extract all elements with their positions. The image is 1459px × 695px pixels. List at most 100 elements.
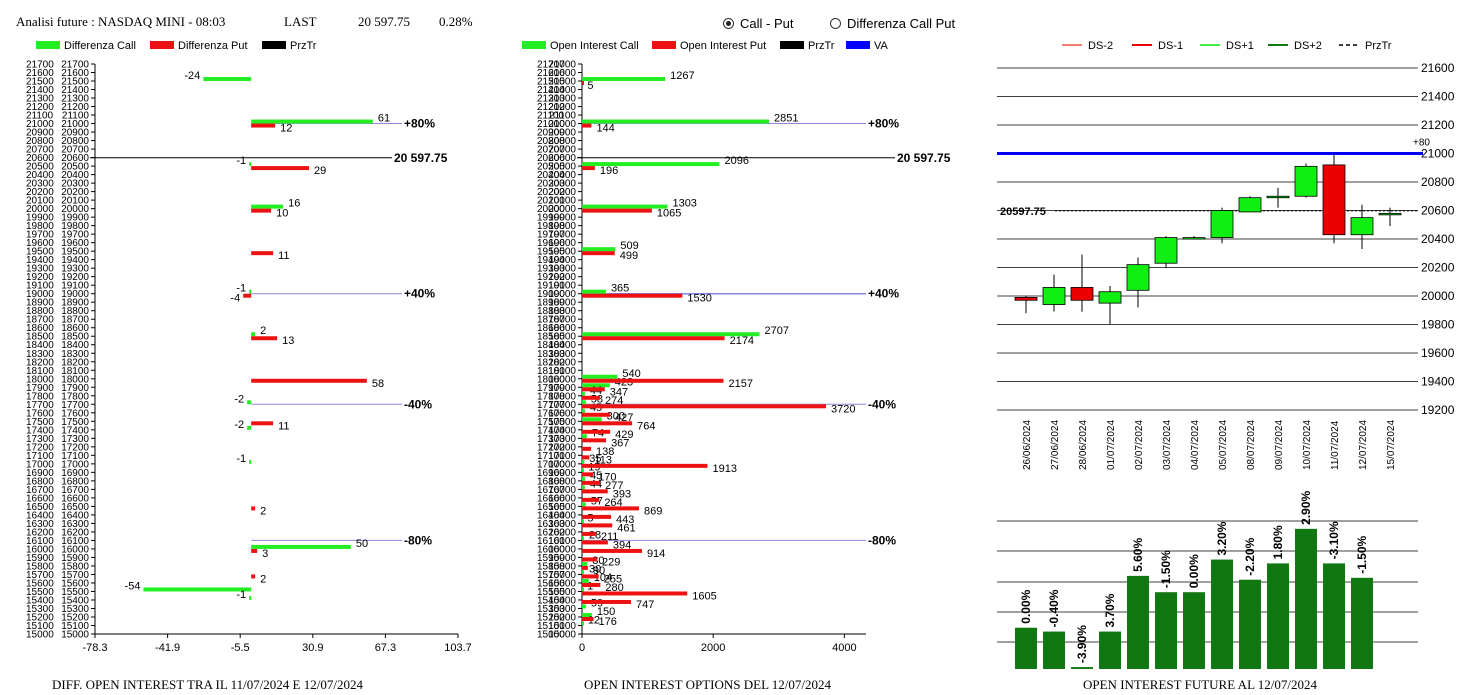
- chart2-y-tick-label: 16800: [548, 476, 576, 487]
- chart2-put-bar: [582, 378, 724, 383]
- chart1-put-label: 10: [276, 208, 288, 220]
- chart2-y-outer-label: 16100: [537, 536, 565, 547]
- chart2-call-label: 1303: [672, 198, 696, 210]
- chart1-y-tick-label: 15600: [61, 578, 89, 589]
- chart4-bar-label: 0.00%: [1187, 554, 1201, 588]
- chart2-y-outer-label: 16600: [537, 493, 565, 504]
- chart1-y-outer-label: 18700: [26, 315, 54, 326]
- chart1-put-bar: [251, 208, 272, 213]
- chart2-y-outer-label: 21200: [537, 102, 565, 113]
- chart1-call-bar: [251, 544, 351, 549]
- chart1-y-outer-label: 15900: [26, 553, 54, 564]
- chart1-y-outer-label: 21400: [26, 85, 54, 96]
- chart1-y-tick-label: 20500: [61, 162, 89, 173]
- chart1-y-outer-label: 18300: [26, 349, 54, 360]
- chart2-y-outer-label: 18100: [537, 366, 565, 377]
- chart4-bar-label: 1.80%: [1271, 525, 1285, 559]
- chart4-bar-label: 0.00%: [1019, 589, 1033, 623]
- chart2-y-outer-label: 18600: [537, 323, 565, 334]
- chart3-price-label: 20597.75: [1000, 206, 1046, 218]
- chart2-y-tick-label: 21600: [548, 68, 576, 79]
- chart4-bar: [1015, 627, 1037, 669]
- chart1-y-tick-label: 20600: [61, 153, 89, 164]
- chart1-put-bar: [251, 336, 278, 341]
- chart2-y-outer-label: 19600: [537, 238, 565, 249]
- radio-call-put[interactable]: Call - Put: [723, 16, 793, 31]
- chart2-y-outer-label: 19300: [537, 264, 565, 275]
- chart2-call-bar: [582, 408, 585, 413]
- chart2-y-outer-label: 21400: [537, 85, 565, 96]
- chart2-y-outer-label: 18000: [537, 374, 565, 385]
- chart1-x-tick-label: -78.3: [82, 642, 107, 654]
- chart2-put-bar: [582, 429, 611, 434]
- chart1-y-tick-label: 15800: [61, 561, 89, 572]
- chart1-put-label: 29: [314, 165, 326, 177]
- chart1-y-tick-label: 19200: [61, 272, 89, 283]
- chart2-y-outer-label: 20000: [537, 204, 565, 215]
- chart2-put-bar: [582, 616, 594, 621]
- chart1-y-outer-label: 19200: [26, 272, 54, 283]
- chart2-legend-2-swatch: [780, 41, 804, 49]
- chart2-put-label: 264: [604, 497, 622, 509]
- chart4-bar: [1127, 575, 1149, 669]
- chart1-y-outer-label: 17800: [26, 391, 54, 402]
- chart2-put-label: 3720: [831, 403, 855, 415]
- chart3-date-label: 27/06/2024: [1050, 420, 1061, 470]
- chart1-y-tick-label: 15000: [61, 630, 89, 641]
- chart2-y-tick-label: 16600: [548, 493, 576, 504]
- chart2-put-bar: [582, 387, 605, 392]
- chart1-y-tick-label: 16800: [61, 476, 89, 487]
- chart1-y-tick-label: 20700: [61, 145, 89, 156]
- chart1-y-tick-label: 21400: [61, 85, 89, 96]
- chart4-bar: [1043, 631, 1065, 669]
- chart2-call-bar: [582, 391, 585, 396]
- chart2-y-outer-label: 15300: [537, 604, 565, 615]
- chart2-call-label: 1267: [670, 70, 694, 82]
- chart2-y-outer-label: 19700: [537, 230, 565, 241]
- chart1-put-bar: [251, 506, 256, 511]
- chart1-y-outer-label: 17700: [26, 400, 54, 411]
- chart2-put-bar: [582, 81, 584, 86]
- chart2-y-outer-label: 19900: [537, 213, 565, 224]
- chart2-y-outer-label: 18900: [537, 298, 565, 309]
- chart3-candle: [1294, 165, 1318, 197]
- chart1-y-outer-label: 16200: [26, 527, 54, 538]
- chart3-y-tick-label: 21200: [1421, 118, 1455, 132]
- chart2-put-label: 747: [636, 599, 654, 611]
- chart1-put-label: 3: [262, 548, 268, 560]
- chart3-date-label: 28/06/2024: [1078, 420, 1089, 470]
- chart1-y-tick-label: 16500: [61, 502, 89, 513]
- chart2-put-bar: [582, 574, 599, 579]
- chart1-y-tick-label: 20100: [61, 196, 89, 207]
- chart2-put-bar: [582, 582, 601, 587]
- chart2-y-tick-label: 20500: [548, 162, 576, 173]
- chart2-put-bar: [582, 497, 600, 502]
- chart2-call-bar: [582, 459, 585, 464]
- chart2-y-outer-label: 15400: [537, 595, 565, 606]
- chart2-call-bar: [582, 119, 769, 124]
- chart1-y-outer-label: 20300: [26, 179, 54, 190]
- chart1-y-outer-label: 17300: [26, 434, 54, 445]
- chart4-bar-label: 3.20%: [1215, 521, 1229, 555]
- chart2-y-outer-label: 20100: [537, 196, 565, 207]
- chart3-candle: [1154, 237, 1178, 264]
- chart4-bar: [1351, 577, 1373, 669]
- chart2-level-label: +80%: [868, 117, 899, 131]
- chart2-call-bar: [582, 162, 720, 167]
- chart1-y-outer-label: 15700: [26, 570, 54, 581]
- chart1-y-tick-label: 16700: [61, 485, 89, 496]
- radio-diff-call-put[interactable]: Differenza Call Put: [830, 16, 955, 31]
- chart3-date-label: 11/07/2024: [1330, 420, 1341, 470]
- chart2-call-bar: [582, 561, 588, 566]
- chart1-y-tick-label: 15100: [61, 621, 89, 632]
- chart2-put-label: 1065: [657, 208, 681, 220]
- chart4-bar-label: 3.70%: [1103, 593, 1117, 627]
- chart4-bar-label: -3.10%: [1327, 521, 1341, 559]
- chart1-put-bar: [251, 378, 367, 383]
- chart3-date-label: 09/07/2024: [1274, 420, 1285, 470]
- chart2-y-tick-label: 16300: [548, 519, 576, 530]
- chart2-call-bar: [582, 502, 586, 507]
- chart2-y-tick-label: 17800: [548, 391, 576, 402]
- chart1-y-tick-label: 20400: [61, 170, 89, 181]
- chart2-y-outer-label: 20200: [537, 187, 565, 198]
